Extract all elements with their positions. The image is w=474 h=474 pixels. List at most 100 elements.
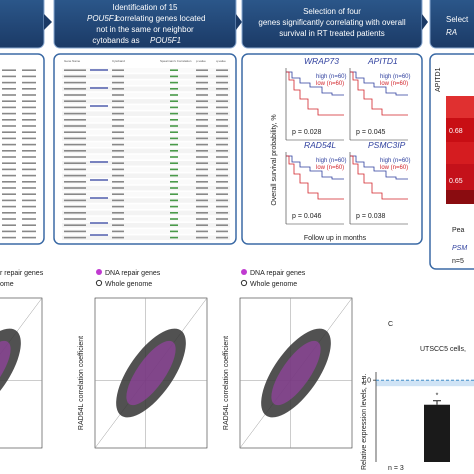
cell-text [196,162,208,164]
cell-text [64,162,86,164]
table-header: Cytoband [112,59,125,63]
table-row [62,80,230,85]
table-row [62,229,230,234]
cell-text [216,143,228,146]
cell-text [2,224,16,226]
cell-text [170,181,178,183]
gene-label: WRAP73 [304,56,339,66]
cell-text [2,174,16,177]
legend-high: high (n=60) [316,158,347,164]
cell-text [22,112,36,115]
cell-text [170,150,178,152]
cell-text [2,75,16,78]
cell-text [22,224,36,226]
cell-text [64,94,86,96]
cell-text [216,137,228,140]
table-header: Gene Name [64,59,81,63]
plot-frame [0,297,43,449]
cell-text [64,100,86,102]
table-row [62,74,230,79]
cell-text [170,137,178,140]
cell-text [196,125,208,127]
cell-text [64,224,86,226]
legend-label: DNA repair genes [250,270,306,277]
cell-text [2,112,16,115]
km-curve-high [350,155,408,180]
legend-high: high (n=60) [380,158,411,164]
header-line: Identification of 15 [113,3,178,12]
cell-text [2,205,16,208]
cell-text [64,168,86,171]
km-curve-low [350,71,408,116]
cell-text [64,236,86,239]
cell-text [170,199,178,202]
table-row [62,210,230,216]
header-box [429,0,474,49]
cell-text [216,218,228,220]
cell-text [2,100,16,102]
cell-text [64,137,86,140]
table-row [62,68,230,73]
cell-text [170,143,178,146]
cell-text [216,224,228,226]
cell-text [2,69,16,71]
cell-text [2,137,16,140]
cell-text [22,236,36,239]
table-row [62,192,230,197]
cell-text [112,156,124,158]
bar [424,404,450,462]
cell-text [2,106,16,109]
cell-text [112,224,124,226]
header-line: POU5F1 [150,36,181,45]
cell-text [170,119,178,121]
y-axis-label: RAD54L correlation coefficient [78,336,85,430]
cell-text [170,88,178,90]
cell-text [170,112,178,115]
cell-text [64,131,86,133]
cell-text [170,162,178,164]
cell-text [2,218,16,220]
reference-band [376,380,474,387]
scatter-plots: r repair genes ome DNA repair genes Whole g… [0,269,353,449]
cell-text [112,119,124,121]
cell-text [196,218,208,220]
cell-text [170,193,178,195]
cell-text [22,156,36,158]
cell-text [22,174,36,177]
cell-text [22,100,36,102]
table-row [62,154,230,160]
plot-frame [239,297,353,449]
cell-text [22,94,36,96]
km-curve-high [286,155,344,180]
cell-text [170,224,178,226]
cell-text [2,88,16,90]
n-label: n = 3 [388,465,404,472]
cell-text [216,125,228,127]
cell-text [112,100,124,102]
significance: * [436,393,439,400]
cell-text [112,205,124,208]
arrow [44,14,52,30]
header-line: genes significantly correlating with ove… [258,18,405,27]
table-header: p-value [196,59,206,63]
cell-text [112,236,124,239]
cell-text [22,162,36,164]
table-header: Spearman's Correlation [160,59,192,63]
cell-text [216,88,228,90]
gene-label: RAD54L [304,140,336,150]
caption: n=5 [452,258,464,265]
legend-low: low (n=60) [316,165,344,171]
cell-text [196,88,208,90]
header-line: cytobands as [92,36,139,45]
cell-text [22,106,36,109]
cell-text [64,205,86,208]
p-value: p = 0.046 [292,213,321,220]
heat-cell [446,190,474,204]
cell-text [196,137,208,140]
cell-text [64,125,86,127]
cell-text [2,212,16,214]
cell-text [64,193,86,195]
table-row [62,161,230,166]
cell-text [170,187,178,189]
